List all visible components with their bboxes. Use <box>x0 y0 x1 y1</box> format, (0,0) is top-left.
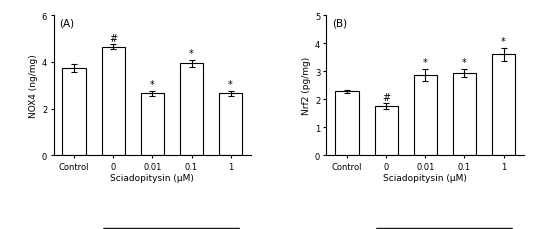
Bar <box>180 64 203 156</box>
Bar <box>219 94 242 156</box>
Bar <box>374 107 398 156</box>
Text: *: * <box>189 49 194 59</box>
Bar <box>141 94 164 156</box>
Bar <box>492 55 515 156</box>
Text: #: # <box>109 33 117 44</box>
Bar <box>335 92 359 156</box>
Text: *: * <box>228 80 233 90</box>
Text: *: * <box>501 37 506 47</box>
Text: *: * <box>423 57 428 67</box>
Y-axis label: Nrf2 (pg/mg): Nrf2 (pg/mg) <box>302 57 311 115</box>
Bar <box>414 76 437 156</box>
Text: #: # <box>382 92 391 102</box>
X-axis label: Sciadopitysin (μM): Sciadopitysin (μM) <box>384 174 468 183</box>
Y-axis label: NOX4 (ng/mg): NOX4 (ng/mg) <box>29 54 37 118</box>
X-axis label: Sciadopitysin (μM): Sciadopitysin (μM) <box>110 174 194 183</box>
Bar <box>453 74 476 156</box>
Text: *: * <box>462 58 467 68</box>
Bar <box>102 47 125 156</box>
Bar <box>63 68 86 156</box>
Text: (B): (B) <box>332 19 348 29</box>
Text: *: * <box>150 80 155 90</box>
Text: (A): (A) <box>59 19 74 29</box>
